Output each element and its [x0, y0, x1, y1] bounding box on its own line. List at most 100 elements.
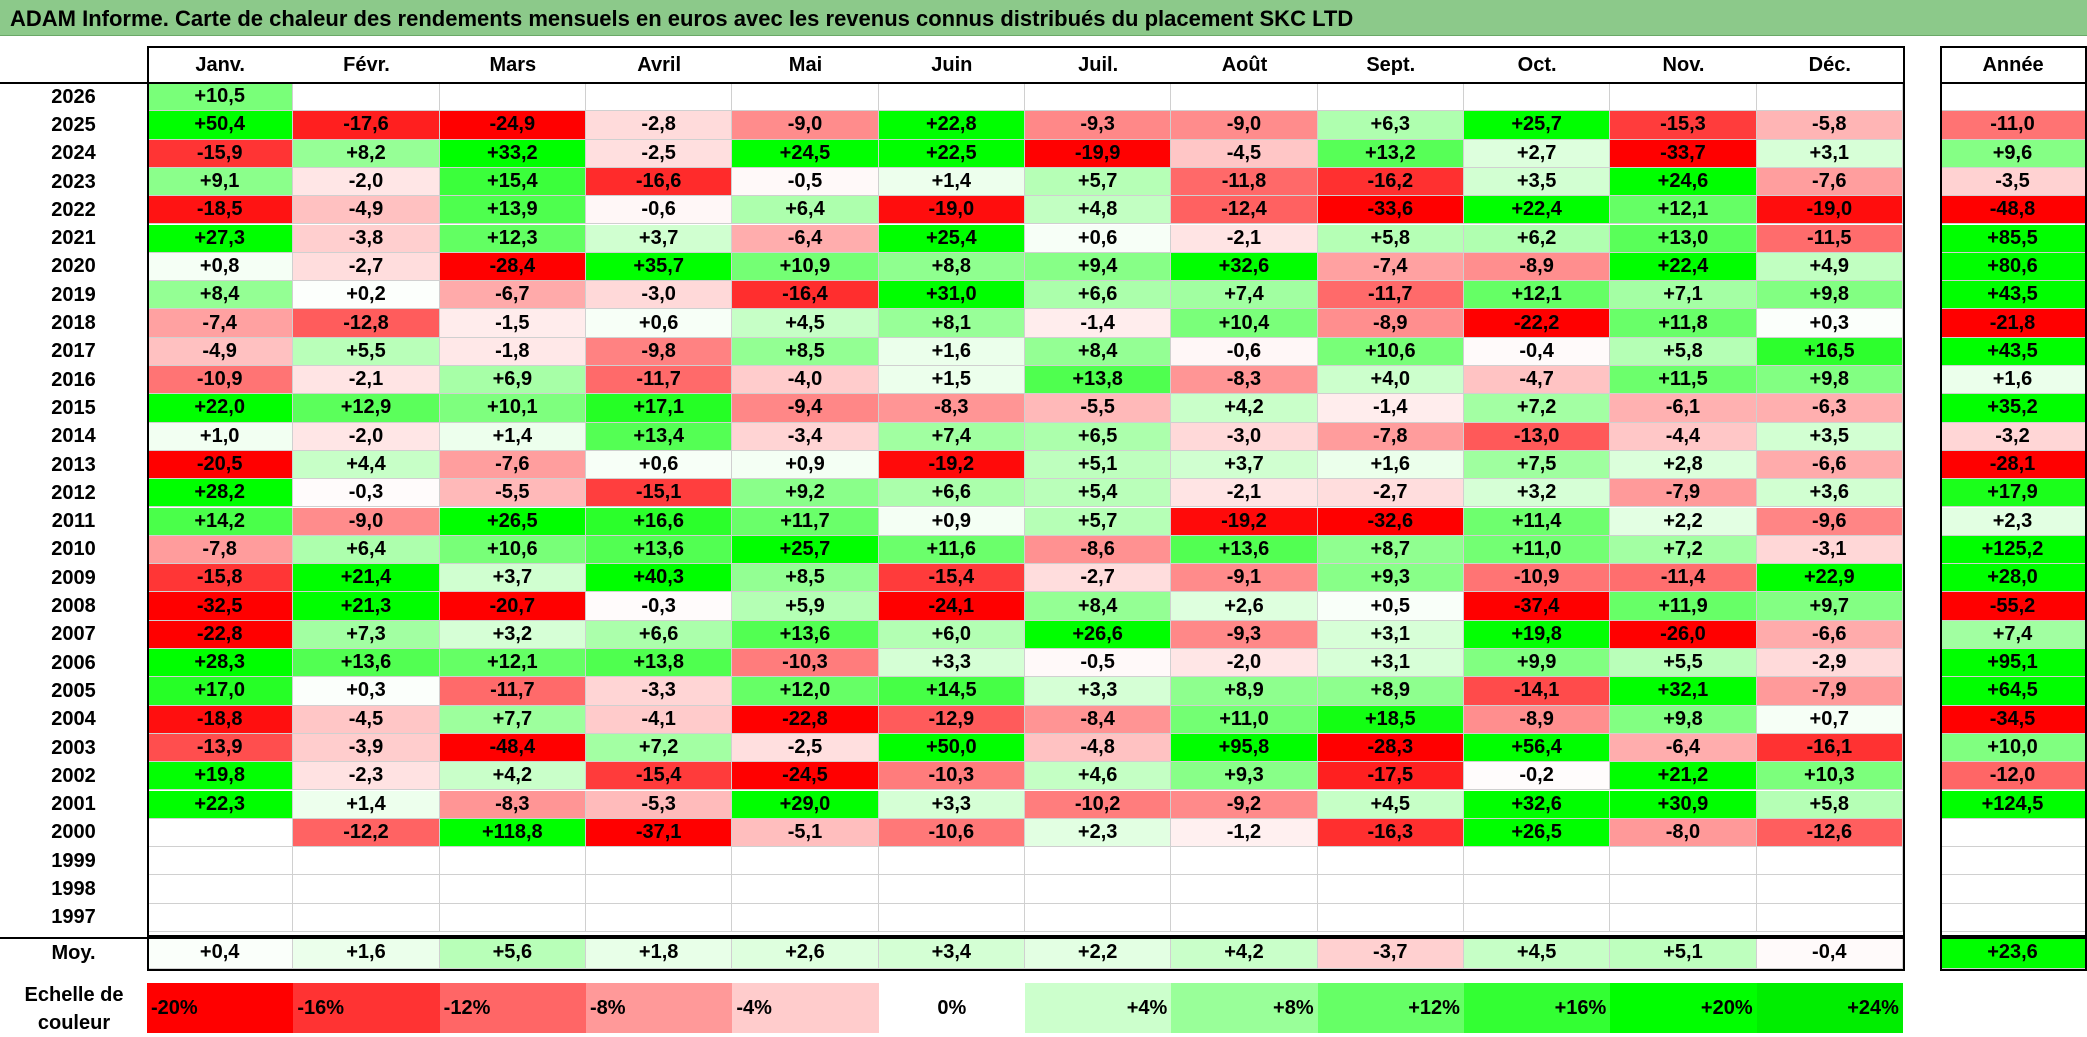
- average-cell: -3,7: [1317, 937, 1464, 969]
- heatmap-cell: -15,8: [147, 564, 294, 593]
- heatmap-cell: +50,0: [878, 733, 1025, 763]
- heatmap-cell: +0,9: [878, 507, 1025, 536]
- heatmap-cell: -4,5: [1171, 139, 1318, 168]
- month-header: Oct.: [1517, 54, 1557, 76]
- month-header: Juil.: [1078, 54, 1119, 76]
- heatmap-cell: +9,4: [1024, 252, 1172, 282]
- heatmap-cell: +24,5: [732, 139, 879, 168]
- heatmap-cell: -17,6: [293, 111, 440, 140]
- average-cell: +1,6: [293, 937, 440, 969]
- heatmap-cell: -9,3: [1024, 111, 1172, 140]
- heatmap-cell: +5,8: [1317, 224, 1464, 253]
- heatmap-cell: [1171, 903, 1318, 932]
- heatmap-cell: -3,1: [1756, 535, 1903, 565]
- annual-cell: [1940, 903, 2086, 932]
- heatmap-cell: +8,4: [147, 281, 294, 310]
- heatmap-cell: -15,9: [147, 139, 294, 168]
- annual-cell: +43,5: [1940, 337, 2086, 366]
- annual-cell: +10,0: [1940, 733, 2086, 763]
- heatmap-cell: +95,8: [1171, 733, 1318, 763]
- heatmap-cell: +12,1: [1610, 196, 1757, 225]
- heatmap-cell: [1171, 847, 1318, 876]
- year-label: 2000: [51, 821, 96, 844]
- heatmap-cell: +4,0: [1317, 366, 1464, 395]
- year-label: 2015: [51, 396, 96, 419]
- heatmap-cell: [1024, 903, 1172, 932]
- year-label: 2009: [51, 566, 96, 589]
- heatmap-cell: +7,5: [1463, 450, 1611, 480]
- heatmap-cell: +11,9: [1610, 592, 1757, 621]
- heatmap-cell: +13,6: [293, 649, 440, 678]
- year-label: 2001: [51, 793, 96, 816]
- month-header: Avril: [637, 54, 682, 76]
- heatmap-cell: +5,5: [293, 337, 440, 366]
- heatmap-cell: +6,0: [878, 620, 1025, 649]
- heatmap-cell: +8,4: [1024, 337, 1172, 366]
- color-scale-swatch: -20%: [147, 983, 294, 1033]
- heatmap-cell: [732, 875, 879, 904]
- annual-cell: +2,3: [1940, 507, 2086, 536]
- heatmap-cell: [585, 83, 733, 112]
- heatmap-cell: +10,9: [732, 252, 879, 282]
- heatmap-cell: [293, 875, 440, 904]
- heatmap-cell: +0,6: [585, 309, 733, 338]
- heatmap-cell: -6,6: [1756, 620, 1903, 649]
- heatmap-cell: +9,1: [147, 167, 294, 197]
- heatmap-cell: +1,0: [147, 422, 294, 451]
- average-cell: -0,4: [1756, 937, 1903, 969]
- heatmap-cell: -4,9: [147, 337, 294, 366]
- heatmap-cell: +7,3: [293, 620, 440, 649]
- average-cell: +3,4: [878, 937, 1025, 969]
- heatmap-cell: -15,1: [585, 479, 733, 508]
- year-label: 2022: [51, 198, 96, 221]
- heatmap-cell: -10,9: [1463, 564, 1611, 593]
- heatmap-cell: +3,5: [1756, 422, 1903, 451]
- heatmap-cell: +4,5: [1317, 790, 1464, 819]
- heatmap-cell: +0,6: [585, 450, 733, 480]
- heatmap-cell: -9,2: [1171, 790, 1318, 819]
- heatmap-cell: +12,9: [293, 394, 440, 423]
- heatmap-cell: +7,4: [878, 422, 1025, 451]
- heatmap-cell: +32,1: [1610, 677, 1757, 706]
- heatmap-cell: +9,3: [1171, 762, 1318, 791]
- heatmap-cell: -10,2: [1024, 790, 1172, 819]
- year-label: 2020: [51, 255, 96, 278]
- heatmap-cell: -0,4: [1463, 337, 1611, 366]
- heatmap-cell: -0,3: [293, 479, 440, 508]
- year-label: 2003: [51, 736, 96, 759]
- heatmap-cell: -10,9: [147, 366, 294, 395]
- heatmap-cell: +0,7: [1756, 705, 1903, 734]
- heatmap-cell: -9,0: [1171, 111, 1318, 140]
- color-scale-swatch: +16%: [1463, 983, 1611, 1033]
- heatmap-cell: +1,6: [1317, 450, 1464, 480]
- heatmap-cell: [732, 83, 879, 112]
- year-label: 1999: [51, 849, 96, 872]
- month-header: Mars: [489, 54, 537, 76]
- heatmap-cell: -7,9: [1610, 479, 1757, 508]
- heatmap-cell: +7,1: [1610, 281, 1757, 310]
- heatmap-cell: -12,8: [293, 309, 440, 338]
- heatmap-cell: [147, 818, 294, 848]
- heatmap-cell: [1610, 847, 1757, 876]
- annual-cell: +9,6: [1940, 139, 2086, 168]
- heatmap-cell: -9,0: [293, 507, 440, 536]
- heatmap-cell: -4,9: [293, 196, 440, 225]
- heatmap-cell: +6,2: [1463, 224, 1611, 253]
- heatmap-cell: [147, 847, 294, 876]
- heatmap-cell: +3,1: [1317, 649, 1464, 678]
- year-label: 2010: [51, 538, 96, 561]
- heatmap-cell: +26,6: [1024, 620, 1172, 649]
- heatmap-cell: +8,5: [732, 564, 879, 593]
- chart-title: ADAM Informe. Carte de chaleur des rende…: [10, 6, 1354, 31]
- heatmap-cell: +6,3: [1317, 111, 1464, 140]
- heatmap-cell: +8,9: [1171, 677, 1318, 706]
- heatmap-cell: +1,4: [293, 790, 440, 819]
- color-scale-swatch: +4%: [1024, 983, 1172, 1033]
- annual-cell: +43,5: [1940, 281, 2086, 310]
- heatmap-cell: [585, 847, 733, 876]
- month-header: Mai: [788, 54, 823, 76]
- heatmap-cell: -13,9: [147, 733, 294, 763]
- heatmap-cell: -4,7: [1463, 366, 1611, 395]
- heatmap-cell: -7,4: [1317, 252, 1464, 282]
- heatmap-cell: -6,4: [732, 224, 879, 253]
